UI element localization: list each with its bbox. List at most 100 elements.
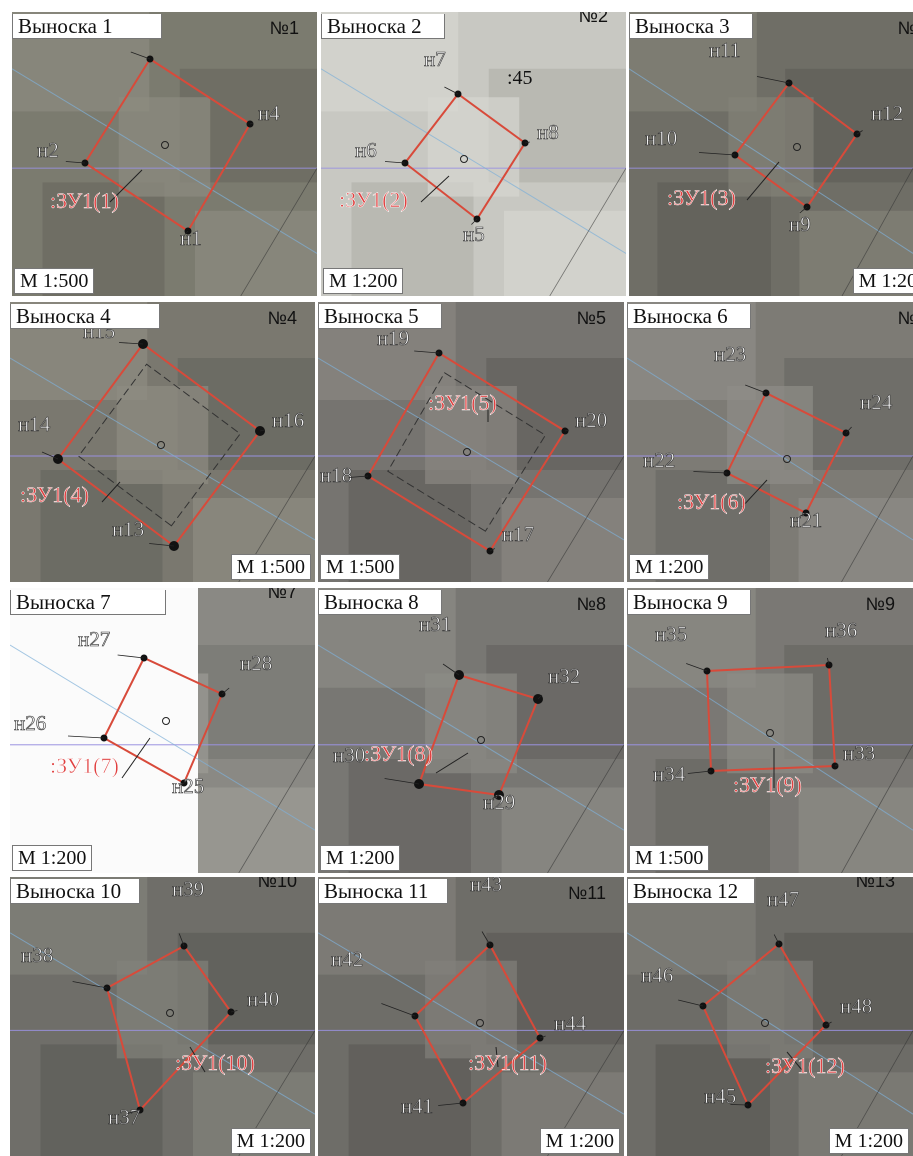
inset-number: №7 bbox=[267, 588, 297, 602]
point-label: н18 bbox=[320, 463, 352, 487]
point-label: н27 bbox=[78, 627, 110, 651]
point-label: н6 bbox=[355, 138, 377, 162]
parcel-center-marker bbox=[476, 1019, 484, 1027]
point-label: н28 bbox=[240, 651, 272, 675]
cadastral-quarter-label: :45 bbox=[507, 67, 533, 89]
scale-label: М 1:200 bbox=[12, 845, 93, 871]
point-label: н36 bbox=[825, 618, 857, 642]
point-label: н37 bbox=[108, 1105, 140, 1129]
parcel-label: :ЗУ1(8) bbox=[364, 741, 433, 766]
inset-panel: н25 н26 н27 н28 :ЗУ1(7) Выноска 7 №7 М 1:200 bbox=[10, 588, 315, 873]
point-label: н1 bbox=[180, 226, 202, 250]
scale-label: М 1:500 bbox=[230, 554, 311, 580]
point-label: н13 bbox=[112, 517, 144, 541]
point-label: н35 bbox=[655, 622, 687, 646]
parcel-label: :ЗУ1(10) bbox=[175, 1050, 255, 1075]
parcel-center-marker bbox=[793, 143, 801, 151]
parcel-label: :ЗУ1(9) bbox=[733, 772, 802, 797]
inset-panel: н29 н30 н31 н32:ЗУ1(8) Выноска 8 №8 М 1:200 bbox=[318, 588, 624, 873]
point-label: н48 bbox=[840, 994, 872, 1018]
parcel-label: :ЗУ1(5) bbox=[428, 390, 497, 415]
scale-label: М 1:200 bbox=[629, 554, 710, 580]
inset-number: №6 bbox=[897, 308, 913, 328]
point-label: н40 bbox=[247, 987, 279, 1011]
inset-number: №8 bbox=[576, 594, 606, 614]
inset-panel: н33 н34 н35 н36:ЗУ1(9) Выноска 9 №9 М 1:500 bbox=[627, 588, 913, 873]
parcel-center-marker bbox=[766, 729, 774, 737]
parcel-center-marker bbox=[460, 155, 468, 163]
point-label: н19 bbox=[377, 326, 409, 350]
parcel-label: :ЗУ1(2) bbox=[339, 187, 408, 212]
inset-title: Выноска 10 bbox=[10, 879, 140, 904]
point-label: н4 bbox=[258, 101, 280, 125]
inset-number: №11 bbox=[568, 883, 606, 903]
scale-label: М 1:200 bbox=[828, 1128, 909, 1154]
parcel-center-marker bbox=[477, 736, 485, 744]
inset-map: н5 н6 н7 н8 :ЗУ1(2) :45 bbox=[321, 12, 626, 296]
inset-title: Выноска 1 bbox=[12, 14, 162, 39]
point-label: н12 bbox=[871, 101, 903, 125]
parcel-label: :ЗУ1(11) bbox=[468, 1050, 547, 1075]
point-label: н17 bbox=[502, 522, 534, 546]
inset-title: Выноска 7 bbox=[10, 590, 166, 615]
point-label: н21 bbox=[790, 508, 822, 532]
scale-label: М 1:200 bbox=[323, 268, 404, 294]
inset-map: н33 н34 н35 н36:ЗУ1(9) bbox=[627, 588, 913, 873]
point-label: н41 bbox=[401, 1094, 433, 1118]
inset-panel: н37 н38 н39 н40:ЗУ1(10) Выноска 10 №10 М 1:200 bbox=[10, 877, 315, 1156]
parcel-label: :ЗУ1(7) bbox=[50, 753, 119, 778]
parcel-center-marker bbox=[463, 448, 471, 456]
point-label: н45 bbox=[704, 1084, 736, 1108]
inset-map: н29 н30 н31 н32:ЗУ1(8) bbox=[318, 588, 624, 873]
point-label: н9 bbox=[789, 212, 811, 236]
point-label: н31 bbox=[419, 612, 451, 636]
inset-number: №10 bbox=[257, 877, 297, 891]
inset-number: №9 bbox=[865, 594, 895, 614]
inset-title: Выноска 12 bbox=[627, 879, 755, 904]
point-label: н8 bbox=[537, 120, 559, 144]
inset-number: №4 bbox=[267, 308, 297, 328]
inset-panel: н45 н46 н47 н48:ЗУ1(12) Выноска 12 №13 М 1:200 bbox=[627, 877, 913, 1156]
inset-map: н37 н38 н39 н40:ЗУ1(10) bbox=[10, 877, 315, 1156]
point-label: н38 bbox=[21, 943, 53, 967]
point-label: н23 bbox=[714, 342, 746, 366]
scale-label: М 1:200 bbox=[230, 1128, 311, 1154]
parcel-center-marker bbox=[783, 455, 791, 463]
point-label: н46 bbox=[641, 963, 673, 987]
inset-title: Выноска 11 bbox=[318, 879, 448, 904]
point-label: н26 bbox=[14, 711, 46, 735]
inset-panel: н21 н22 н23 н24:ЗУ1(6) Выноска 6 №6 М 1:200 bbox=[627, 302, 913, 582]
point-label: н16 bbox=[272, 408, 304, 432]
inset-panel: н9 н10 н11 н12:ЗУ1(3) Выноска 3 №3 М 1:200 bbox=[629, 12, 913, 296]
parcel-label: :ЗУ1(4) bbox=[20, 482, 89, 507]
inset-panel: н17 н18 н19 н20:ЗУ1(5) Выноска 5 №5 М 1:500 bbox=[318, 302, 624, 582]
scale-label: М 1:500 bbox=[629, 845, 710, 871]
parcel-center-marker bbox=[157, 441, 165, 449]
point-label: н5 bbox=[463, 222, 485, 246]
point-label: н29 bbox=[483, 790, 515, 814]
scale-label: М 1:200 bbox=[320, 845, 401, 871]
inset-title: Выноска 6 bbox=[627, 304, 751, 329]
scale-label: М 1:200 bbox=[539, 1128, 620, 1154]
point-label: н42 bbox=[331, 947, 363, 971]
point-label: н14 bbox=[18, 412, 51, 436]
point-label: н43 bbox=[470, 877, 502, 896]
point-label: н24 bbox=[860, 390, 893, 414]
point-label: н34 bbox=[653, 762, 686, 786]
parcel-center-marker bbox=[162, 717, 170, 725]
point-label: н25 bbox=[172, 774, 204, 798]
parcel-center-marker bbox=[166, 1009, 174, 1017]
point-label: н11 bbox=[709, 38, 740, 62]
point-label: н2 bbox=[37, 138, 59, 162]
point-label: н7 bbox=[424, 47, 446, 71]
inset-map: н25 н26 н27 н28 :ЗУ1(7) bbox=[10, 588, 315, 873]
inset-panel: н41 н42 н43 н44:ЗУ1(11) Выноска 11 №11 М 1:200 bbox=[318, 877, 624, 1156]
parcel-label: :ЗУ1(3) bbox=[667, 185, 736, 210]
inset-map: н21 н22 н23 н24:ЗУ1(6) bbox=[627, 302, 913, 582]
point-label: н10 bbox=[645, 126, 677, 150]
scale-label: М 1:200 bbox=[852, 268, 913, 294]
point-label: н47 bbox=[767, 887, 799, 911]
inset-title: Выноска 5 bbox=[318, 304, 442, 329]
point-label: н32 bbox=[548, 664, 580, 688]
